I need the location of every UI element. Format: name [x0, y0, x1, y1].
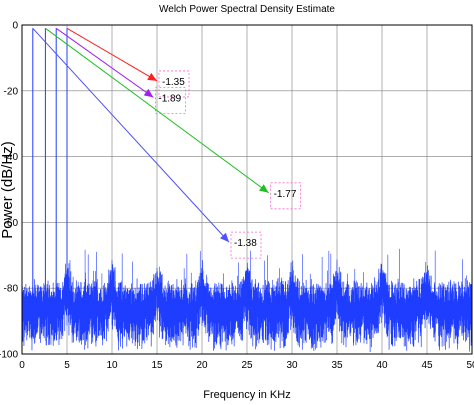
y-axis-ticks: 0 -20 -40 -60 -80 -100 [0, 21, 18, 361]
y-tick-label: 0 [12, 21, 18, 32]
annotation-arrow [45, 27, 269, 194]
plot-frame [21, 24, 473, 355]
x-tick-label: 45 [421, 360, 433, 371]
annotation-arrowhead [258, 184, 269, 193]
x-tick-label: 20 [196, 360, 208, 371]
x-tick-label: 25 [241, 360, 253, 371]
annotation-arrowhead [147, 72, 157, 81]
grid-lines [22, 25, 472, 354]
spectrum-trace [21, 259, 473, 353]
annotation-label: -1.77 [274, 189, 297, 200]
x-tick-label: 10 [106, 360, 118, 371]
spectrum-series [21, 28, 473, 353]
x-tick-label: 5 [64, 360, 70, 371]
y-tick-label: -60 [4, 218, 19, 229]
y-tick-label: -100 [0, 350, 18, 361]
x-tick-label: 30 [286, 360, 298, 371]
x-tick-label: 15 [151, 360, 163, 371]
annotation-label: -1.35 [162, 77, 185, 88]
annotation-arrowhead [219, 232, 229, 243]
x-tick-label: 50 [466, 360, 474, 371]
y-axis-label: Power (dB/Hz) [0, 141, 16, 239]
annotation-arrowhead [143, 88, 154, 98]
annotation-arrow [66, 27, 158, 82]
y-tick-label: -20 [4, 86, 19, 97]
x-tick-label: 35 [331, 360, 343, 371]
y-tick-label: -80 [4, 284, 19, 295]
annotation-arrow [32, 27, 230, 243]
x-axis-ticks: 0 5 10 15 20 25 30 35 40 45 50 [19, 360, 474, 371]
x-axis-label: Frequency in KHz [203, 389, 290, 401]
annotation-arrow [55, 27, 154, 98]
annotation-label: -1.89 [158, 93, 181, 104]
annotation-label: -1.38 [234, 238, 257, 249]
x-tick-label: 40 [376, 360, 388, 371]
chart-title: Welch Power Spectral Density Estimate [159, 4, 335, 15]
x-tick-label: 0 [19, 360, 25, 371]
y-tick-label: -40 [4, 152, 19, 163]
annotations: -1.35 -1.89 -1.77 -1.38 [32, 27, 302, 259]
